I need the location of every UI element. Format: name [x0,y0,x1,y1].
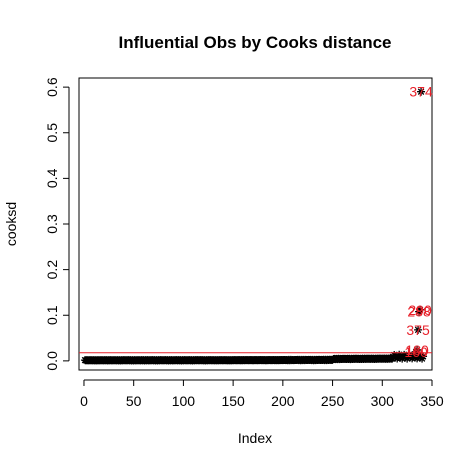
data-point [409,352,418,361]
y-tick-label: 0.0 [44,351,60,371]
data-point [414,352,423,361]
data-point [419,352,428,361]
data-point [398,354,407,363]
data-point [395,350,404,359]
data-point [417,87,426,96]
x-tick-label: 0 [80,393,88,409]
influential-label: 290 [408,302,432,318]
data-point [415,350,424,359]
data-point [402,351,411,360]
x-axis-label: Index [238,430,272,446]
x-tick-label: 50 [126,393,142,409]
y-axis: 0.0 0.1 0.2 0.3 0.4 0.5 0.6 [44,77,70,371]
data-point [405,351,414,360]
data-point [418,354,427,363]
data-point [403,354,412,363]
y-tick-label: 0.3 [44,214,60,234]
data-point [417,351,426,360]
influential-label: 375 [406,322,430,338]
data-point [400,350,409,359]
x-tick-label: 350 [420,393,444,409]
plot-frame [78,77,433,371]
x-tick-label: 250 [321,393,345,409]
data-points [80,87,428,365]
data-point [401,353,410,362]
influential-label: 160 [404,344,428,360]
x-tick-label: 100 [172,393,196,409]
data-point [412,347,421,356]
data-point [392,351,401,360]
data-point [394,352,403,361]
data-point [414,325,423,334]
influential-label: 180 [405,342,429,358]
data-point [397,351,406,360]
data-point [390,350,399,359]
y-axis-label: cooksd [3,202,19,246]
y-tick-label: 0.5 [44,123,60,143]
influential-label: 374 [409,84,433,100]
y-tick-label: 0.6 [44,77,60,97]
chart-title: Influential Obs by Cooks distance [119,33,392,52]
y-tick-label: 0.1 [44,305,60,325]
data-point [410,350,419,359]
influential-label: 288 [407,304,431,320]
data-point [396,353,405,362]
y-tick-label: 0.2 [44,260,60,280]
data-point [415,307,424,316]
data-point [416,353,425,362]
data-point [407,351,416,360]
x-tick-label: 150 [221,393,245,409]
y-tick-label: 0.4 [44,168,60,188]
x-axis: 0 50 100 150 200 250 300 350 [80,379,444,409]
x-tick-label: 200 [271,393,295,409]
x-tick-label: 300 [371,393,395,409]
